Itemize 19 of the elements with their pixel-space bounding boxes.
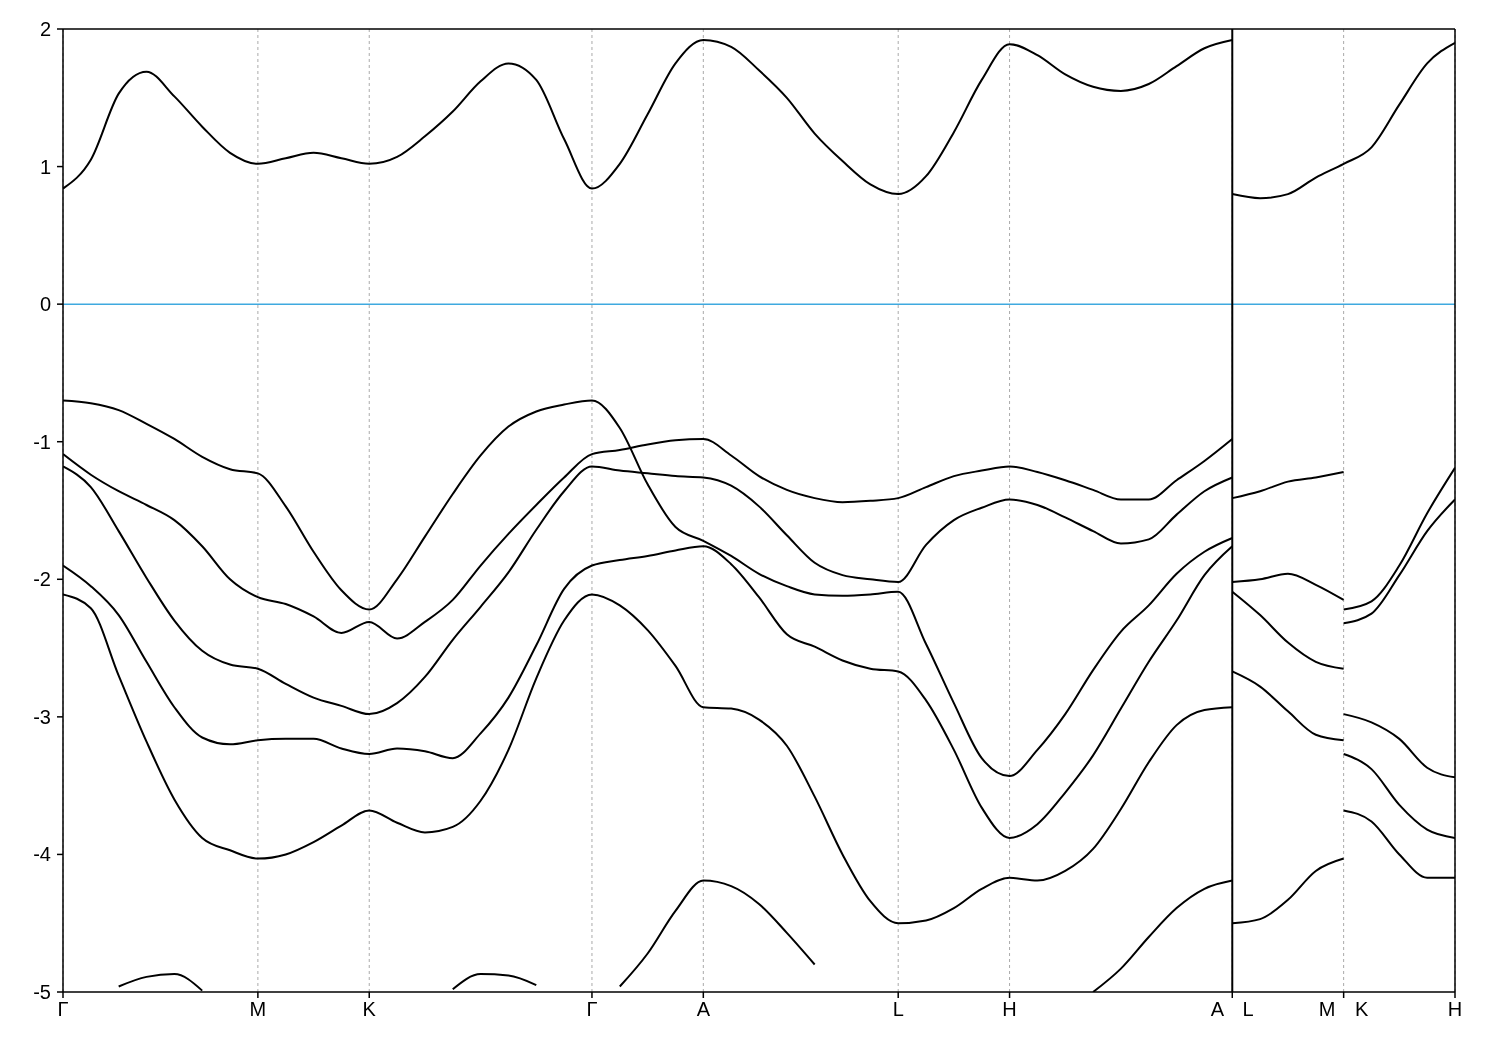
x-tick-label: Γ — [57, 998, 69, 1020]
x-tick-label: M K — [1318, 998, 1370, 1020]
y-tick-label: 1 — [39, 155, 51, 178]
x-tick-label: H — [1447, 998, 1463, 1020]
x-tick-label: H — [1002, 998, 1017, 1020]
x-tick-label: L — [892, 998, 904, 1020]
y-tick-label: 2 — [39, 18, 51, 40]
x-tick-label: K — [362, 998, 377, 1020]
y-tick-label: 0 — [39, 293, 51, 316]
y-tick-label: -4 — [33, 843, 51, 866]
x-tick-label: Γ — [586, 998, 598, 1020]
y-tick-label: -5 — [33, 981, 51, 1003]
x-tick-label: M — [249, 998, 267, 1020]
y-tick-label: -1 — [33, 430, 51, 453]
y-tick-label: -2 — [33, 568, 51, 591]
line-series — [618, 879, 816, 988]
y-tick-label: -3 — [33, 705, 51, 728]
x-tick-label: A — [696, 998, 711, 1020]
x-tick-label: A L — [1210, 998, 1254, 1020]
